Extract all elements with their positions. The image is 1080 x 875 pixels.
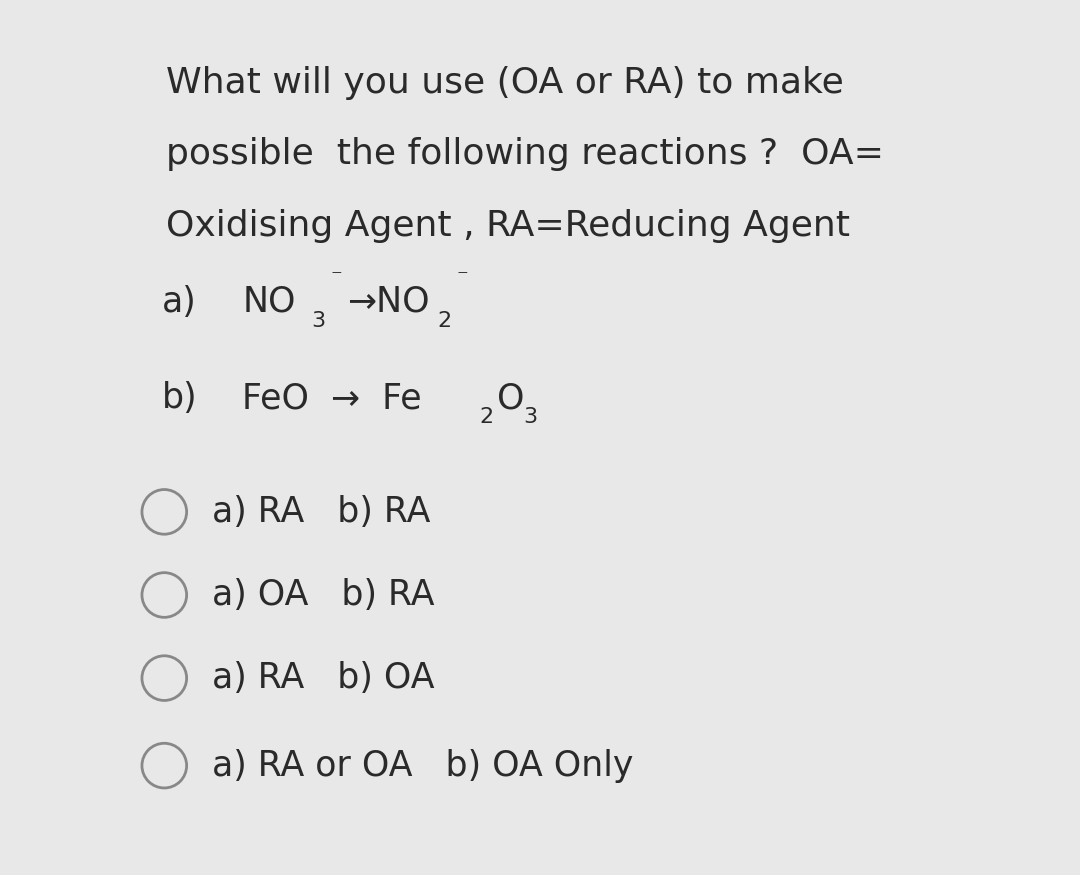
Text: a) RA   b) RA: a) RA b) RA <box>212 495 430 528</box>
Text: What will you use (OA or RA) to make: What will you use (OA or RA) to make <box>166 66 845 100</box>
Text: ⁻: ⁻ <box>457 268 469 287</box>
Text: FeO  →  Fe: FeO → Fe <box>242 382 422 415</box>
Text: O: O <box>497 382 525 415</box>
Text: a): a) <box>162 285 197 318</box>
Text: NO: NO <box>242 285 296 318</box>
Text: ⁻: ⁻ <box>330 268 342 287</box>
Text: Oxidising Agent , RA=Reducing Agent: Oxidising Agent , RA=Reducing Agent <box>166 209 850 243</box>
Text: 3: 3 <box>311 312 325 331</box>
Text: possible  the following reactions ?  OA=: possible the following reactions ? OA= <box>166 137 885 172</box>
Text: 2: 2 <box>480 408 494 427</box>
Text: a) RA   b) OA: a) RA b) OA <box>212 662 434 695</box>
Text: b): b) <box>162 382 198 415</box>
Text: 3: 3 <box>524 408 538 427</box>
Text: a) OA   b) RA: a) OA b) RA <box>212 578 434 612</box>
Text: a) RA or OA   b) OA Only: a) RA or OA b) OA Only <box>212 749 634 782</box>
Text: 2: 2 <box>437 312 451 331</box>
Text: →NO: →NO <box>347 285 430 318</box>
